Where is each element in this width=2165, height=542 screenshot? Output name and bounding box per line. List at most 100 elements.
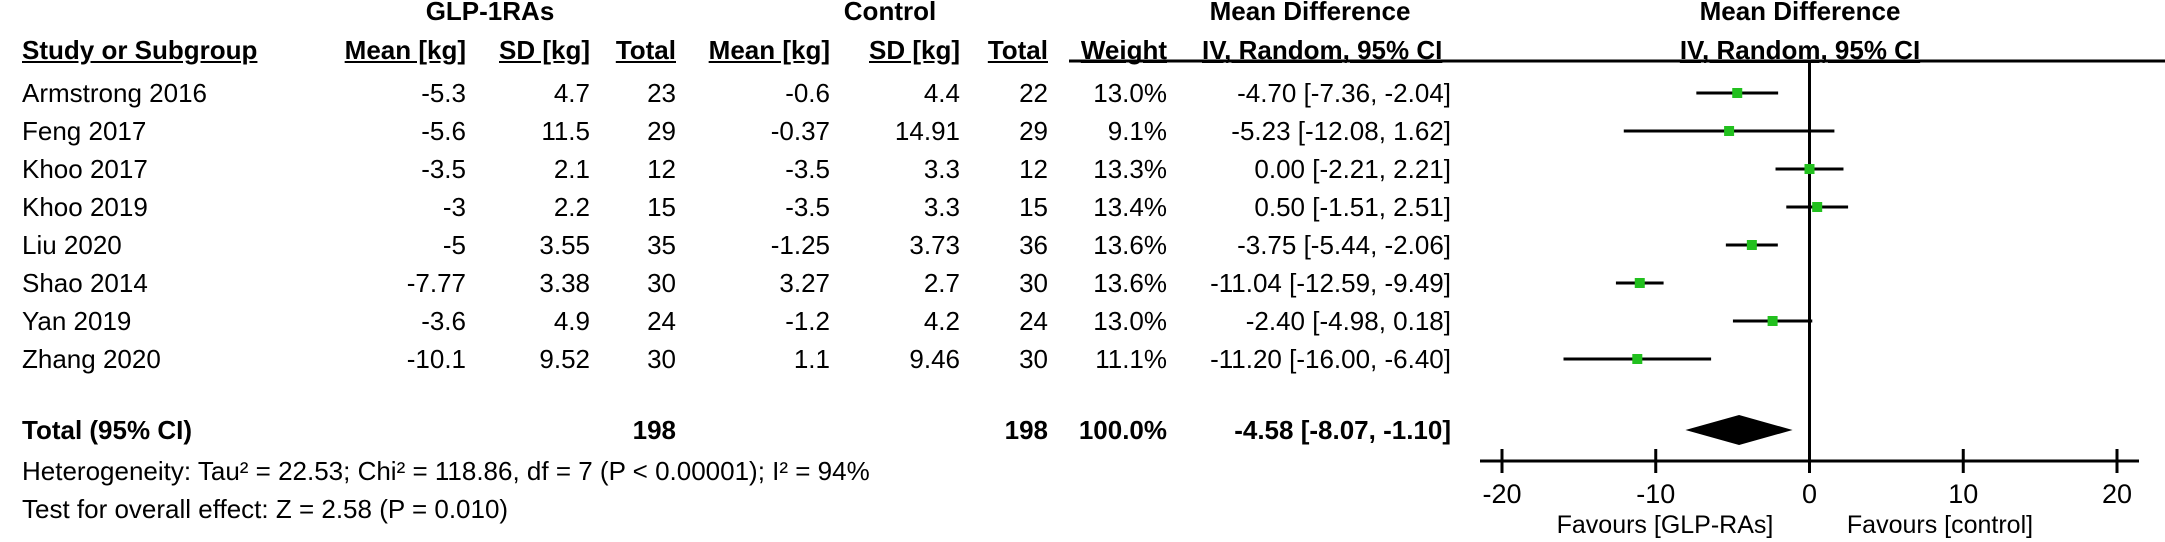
md-ci: -2.40 [-4.98, 0.18] (1245, 306, 1451, 336)
mean-glp1: -7.77 (406, 268, 466, 298)
total-weight: 100.0% (1078, 415, 1167, 445)
study-point-marker (1812, 202, 1823, 212)
total-glp1: 12 (647, 154, 676, 184)
study-point-marker (1767, 316, 1778, 326)
total-control: 12 (1019, 154, 1048, 184)
heterogeneity-text: Heterogeneity: Tau² = 22.53; Chi² = 118.… (22, 456, 870, 486)
weight: 13.3% (1093, 154, 1167, 184)
study-point-marker (1746, 240, 1757, 250)
total-glp1: 15 (647, 192, 676, 222)
header-study: Study or Subgroup (22, 35, 258, 65)
header-mean-difference-plot: Mean Difference (1699, 0, 1901, 26)
md-ci: 0.00 [-2.21, 2.21] (1254, 154, 1451, 184)
weight: 13.4% (1093, 192, 1167, 222)
total-glp1: 24 (647, 306, 676, 336)
mean-control: -3.5 (785, 192, 830, 222)
x-tick-label: 10 (1948, 479, 1978, 509)
weight: 11.1% (1095, 344, 1167, 374)
header-sd1: SD [kg] (499, 35, 590, 65)
total-control: 15 (1019, 192, 1048, 222)
total-glp1: 35 (647, 230, 676, 260)
total-control: 24 (1019, 306, 1048, 336)
total-n-control: 198 (1004, 415, 1048, 445)
mean-control: -1.25 (770, 230, 830, 260)
mean-glp1: -3.6 (421, 306, 466, 336)
total-control: 30 (1019, 344, 1048, 374)
study-name: Armstrong 2016 (22, 78, 207, 108)
sd-control: 2.7 (923, 268, 960, 298)
md-ci: -5.23 [-12.08, 1.62] (1231, 116, 1451, 146)
study-point-marker (1732, 88, 1743, 98)
study-name: Khoo 2019 (22, 192, 148, 222)
md-ci: 0.50 [-1.51, 2.51] (1254, 192, 1451, 222)
mean-glp1: -3 (442, 192, 466, 222)
x-tick-label: 0 (1802, 479, 1817, 509)
study-name: Feng 2017 (22, 116, 147, 146)
sd-control: 14.91 (894, 116, 960, 146)
study-point-marker (1634, 278, 1645, 288)
sd-control: 3.73 (909, 230, 960, 260)
sd-glp1: 4.9 (553, 306, 590, 336)
sd-glp1: 3.38 (539, 268, 590, 298)
mean-glp1: -10.1 (406, 344, 466, 374)
header-mean2: Mean [kg] (708, 35, 830, 65)
x-tick-label: -10 (1636, 479, 1675, 509)
md-ci: -3.75 [-5.44, -2.06] (1237, 230, 1451, 260)
sd-control: 4.2 (923, 306, 960, 336)
sd-glp1: 2.1 (553, 154, 590, 184)
header-mean-difference: Mean Difference (1209, 0, 1411, 26)
study-name: Shao 2014 (22, 268, 148, 298)
md-ci: -11.04 [-12.59, -9.49] (1210, 268, 1451, 298)
total-glp1: 23 (647, 78, 676, 108)
mean-glp1: -5.6 (421, 116, 466, 146)
total-glp1: 30 (647, 344, 676, 374)
weight: 9.1% (1107, 116, 1167, 146)
overall-effect-diamond (1685, 415, 1793, 445)
total-control: 29 (1019, 116, 1048, 146)
mean-glp1: -5.3 (421, 78, 466, 108)
mean-control: -0.6 (785, 78, 830, 108)
sd-control: 4.4 (923, 78, 960, 108)
total-glp1: 29 (647, 116, 676, 146)
x-tick-label: 20 (2102, 479, 2132, 509)
header-total2: Total (987, 35, 1048, 65)
favours-left-label: Favours [GLP-RAs] (1556, 511, 1774, 539)
total-label: Total (95% CI) (22, 415, 192, 445)
mean-glp1: -3.5 (421, 154, 466, 184)
sd-glp1: 2.2 (553, 192, 590, 222)
header-sd2: SD [kg] (869, 35, 960, 65)
sd-control: 3.3 (923, 192, 960, 222)
mean-control: 3.27 (779, 268, 830, 298)
sd-control: 9.46 (909, 344, 960, 374)
sd-glp1: 9.52 (539, 344, 590, 374)
weight: 13.6% (1093, 230, 1167, 260)
md-ci: -4.70 [-7.36, -2.04] (1237, 78, 1451, 108)
favours-right-label: Favours [control] (1846, 511, 2034, 539)
study-name: Liu 2020 (22, 230, 122, 260)
weight: 13.0% (1093, 78, 1167, 108)
total-control: 30 (1019, 268, 1048, 298)
study-point-marker (1632, 354, 1643, 364)
weight: 13.0% (1093, 306, 1167, 336)
header-group-control: Control (843, 0, 937, 26)
mean-control: -1.2 (785, 306, 830, 336)
study-name: Khoo 2017 (22, 154, 148, 184)
mean-control: 1.1 (793, 344, 830, 374)
study-name: Zhang 2020 (22, 344, 161, 374)
mean-control: -0.37 (770, 116, 830, 146)
sd-control: 3.3 (923, 154, 960, 184)
study-name: Yan 2019 (22, 306, 132, 336)
overall-effect-text: Test for overall effect: Z = 2.58 (P = 0… (22, 494, 509, 524)
total-control: 22 (1019, 78, 1048, 108)
study-point-marker (1804, 164, 1815, 174)
x-tick-label: -20 (1482, 479, 1521, 509)
mean-glp1: -5 (442, 230, 466, 260)
total-control: 36 (1019, 230, 1048, 260)
header-total1: Total (615, 35, 676, 65)
sd-glp1: 4.7 (553, 78, 590, 108)
mean-control: -3.5 (785, 154, 830, 184)
study-point-marker (1724, 126, 1735, 136)
header-group-glp1ras: GLP-1RAs (425, 0, 555, 26)
sd-glp1: 3.55 (539, 230, 590, 260)
